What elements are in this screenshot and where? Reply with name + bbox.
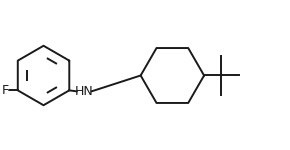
Text: F: F	[1, 84, 8, 97]
Text: HN: HN	[75, 85, 94, 98]
